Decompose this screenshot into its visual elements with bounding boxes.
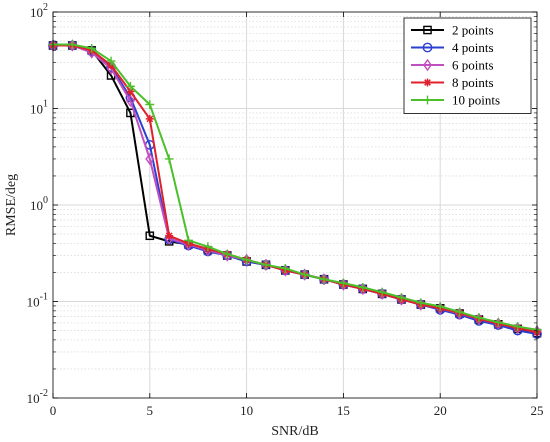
data-point [145, 100, 155, 109]
x-tick-label: 20 [434, 403, 447, 418]
legend-marker [423, 58, 432, 72]
legend-marker [423, 78, 432, 87]
data-point [106, 56, 116, 66]
legend-item: 8 points [411, 75, 494, 90]
data-point [126, 87, 135, 96]
data-point [377, 287, 387, 297]
legend-marker [423, 95, 432, 105]
data-point [261, 260, 271, 270]
y-tick-label: 100 [30, 195, 48, 213]
data-point [67, 40, 77, 49]
y-tick-label: 10-1 [27, 292, 48, 310]
data-point [339, 278, 348, 288]
legend: 2 points 4 points 6 points 8 points 10 point… [403, 17, 532, 114]
data-point [145, 114, 154, 123]
data-point [416, 298, 426, 308]
y-tick-label: 10-2 [27, 388, 48, 406]
data-point [145, 231, 155, 241]
data-point [513, 322, 523, 331]
x-tick-label: 0 [50, 403, 57, 418]
data-point [280, 264, 290, 273]
data-point [435, 301, 445, 311]
legend-label: 8 points [452, 75, 494, 90]
data-point [474, 313, 484, 323]
legend-item: 2 points [411, 23, 494, 38]
data-point [222, 249, 232, 259]
data-point [203, 242, 213, 252]
y-tick-label: 102 [30, 2, 48, 20]
x-tick-label: 10 [240, 403, 253, 418]
legend-label: 4 points [452, 40, 494, 55]
axis-ticks: 0 5 10 15 20 25 10-2 10-1 100 101 102 [27, 2, 544, 418]
series-layer [48, 39, 542, 339]
data-point [493, 317, 503, 327]
x-axis-label: SNR/dB [271, 424, 318, 439]
legend-item: 4 points [411, 40, 494, 55]
legend-label: 6 points [452, 58, 494, 73]
data-point [242, 255, 251, 265]
data-point [126, 81, 135, 91]
series-line [53, 43, 538, 331]
legend-marker [422, 42, 433, 53]
data-point [319, 274, 329, 284]
x-tick-label: 25 [531, 403, 544, 418]
legend-marker [423, 25, 432, 35]
y-axis-label: RMSE/deg [4, 174, 19, 236]
y-tick-label: 101 [30, 99, 48, 117]
data-point [397, 293, 406, 302]
data-point [184, 235, 193, 245]
legend-label: 10 points [452, 93, 500, 108]
legend-label: 2 points [452, 23, 494, 38]
legend-item: 10 points [411, 93, 500, 108]
data-point [300, 270, 310, 279]
x-tick-label: 15 [337, 403, 350, 418]
data-point [164, 154, 174, 164]
data-point [145, 152, 155, 166]
data-point [455, 307, 464, 317]
data-point [87, 43, 97, 53]
x-tick-label: 5 [147, 403, 154, 418]
data-point [125, 94, 135, 108]
data-point [358, 282, 368, 292]
legend-item: 6 points [411, 58, 494, 73]
data-point [165, 231, 174, 240]
